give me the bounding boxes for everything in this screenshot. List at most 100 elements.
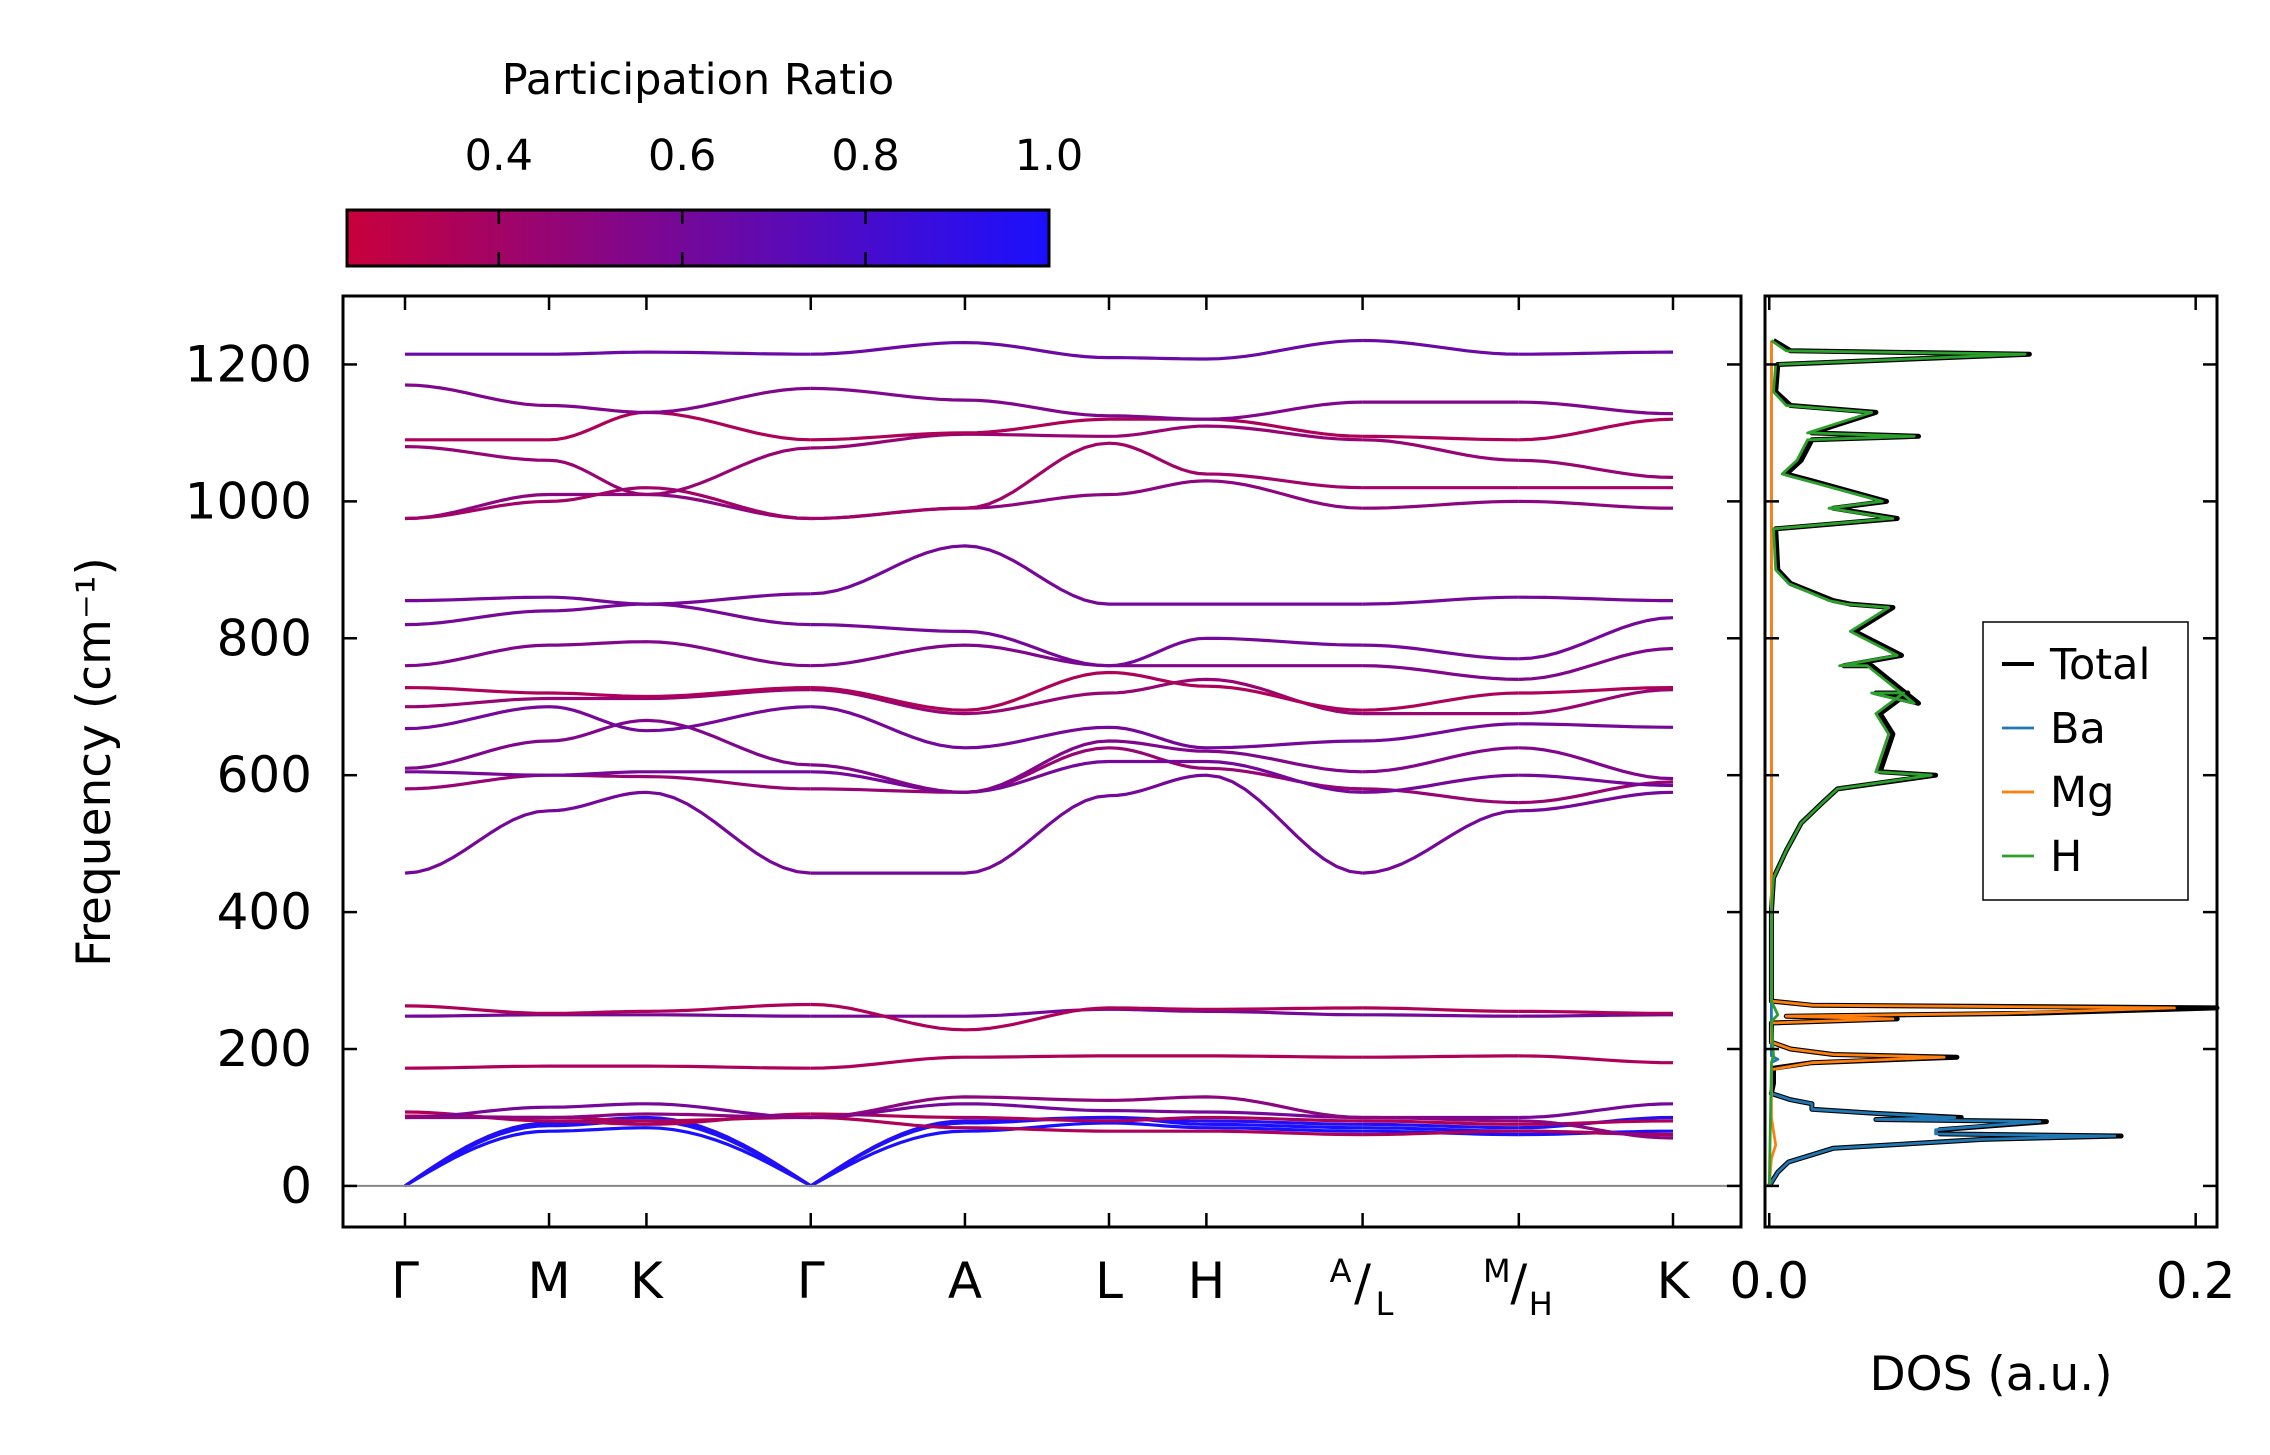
band-branch-22: [1362, 438, 1519, 462]
band-branch-10: [1362, 809, 1519, 875]
dos-x-tick-label: 0.0: [1729, 1252, 1809, 1310]
band-branch-23: [1518, 417, 1674, 442]
band-branch-19: [1518, 595, 1673, 603]
colorbar-tick-label: 0.8: [831, 131, 899, 181]
band-branch-15: [810, 677, 1363, 716]
colorbar-title: Participation Ratio: [502, 55, 895, 105]
band-branch-9: [1518, 1009, 1673, 1015]
dos-legend: Total Ba Mg H: [1982, 621, 2189, 901]
dos-x-tick-label: 0.2: [2156, 1252, 2236, 1310]
kpoint-label: L: [1095, 1252, 1123, 1310]
kpoint-label-slash: /: [1354, 1254, 1371, 1312]
kpoint-label: K: [1657, 1252, 1691, 1310]
legend-frame: [1982, 621, 2189, 901]
legend-label-ba: Ba: [2050, 704, 2106, 754]
band-branch-17: [1518, 646, 1674, 681]
y-tick-label: 1200: [185, 335, 312, 393]
band-branch-4: [810, 1115, 1363, 1137]
kpoint-label-top: A: [1330, 1252, 1352, 1290]
band-branch-18: [1362, 643, 1519, 661]
band-branch-2: [1362, 1122, 1519, 1130]
band-branch-12: [810, 759, 1363, 794]
band-branch-8: [1518, 1013, 1673, 1018]
band-branch-6: [810, 1095, 1363, 1120]
band-branch-24: [404, 383, 811, 414]
band-branch-6: [405, 1112, 811, 1120]
legend-label-h: H: [2050, 832, 2082, 882]
colorbar-tick-label: 0.6: [648, 131, 716, 181]
kpoint-label: Γ: [391, 1252, 419, 1310]
dos-plot-frame: [1763, 294, 2219, 1229]
band-branch-16: [810, 670, 1363, 712]
band-branch-21: [404, 486, 811, 521]
y-tick-label: 800: [217, 609, 312, 667]
band-branch-9: [810, 1002, 1363, 1032]
band-branch-0: [810, 1121, 1363, 1188]
band-branch-25: [1362, 338, 1519, 356]
band-branch-12: [1362, 773, 1519, 794]
band-branch-18: [404, 602, 811, 627]
band-branch-22: [810, 424, 1363, 450]
band-branch-7: [810, 1054, 1363, 1070]
legend-label-total: Total: [2049, 640, 2150, 690]
band-branch-0: [404, 1126, 812, 1188]
band-branch-24: [1518, 400, 1674, 416]
band-branch-9: [1362, 1006, 1519, 1013]
band-branch-11: [810, 746, 1363, 794]
band-branch-14: [404, 705, 811, 733]
band-branch-5: [810, 1102, 1363, 1120]
band-branch-12: [1518, 773, 1674, 788]
dos-series-mg: [1767, 340, 2176, 1187]
band-branch-18: [1518, 616, 1674, 661]
band-branch-22: [404, 445, 811, 497]
band-branch-13: [1518, 746, 1674, 781]
band-branch-10: [810, 773, 1363, 875]
kpoint-label-bottom: L: [1376, 1285, 1394, 1323]
band-branch-23: [405, 410, 811, 442]
band-branch-2: [809, 1115, 1363, 1188]
band-branch-20: [404, 492, 811, 521]
band-lines: [404, 338, 1674, 1188]
band-branch-13: [810, 739, 1363, 794]
band-branch-7: [404, 1064, 811, 1070]
legend-label-mg: Mg: [2050, 768, 2114, 818]
y-tick-label: 0: [280, 1157, 312, 1215]
kpoint-label: K: [630, 1252, 664, 1310]
colorbar-gradient: [345, 208, 1051, 268]
y-tick-label: 400: [217, 883, 312, 941]
band-branch-17: [1362, 664, 1519, 681]
kpoint-label: Γ: [797, 1252, 825, 1310]
band-branch-25: [405, 350, 811, 356]
band-branch-4: [1362, 1129, 1519, 1137]
y-tick-label: 200: [217, 1020, 312, 1078]
band-plot-frame: [341, 294, 1743, 1229]
band-branch-18: [810, 623, 1363, 668]
band-branch-3: [1518, 1119, 1674, 1126]
band-branch-23: [810, 417, 1363, 442]
band-branch-16: [1362, 691, 1519, 712]
band-branch-4: [1518, 1129, 1674, 1137]
band-branch-3: [810, 1112, 1363, 1123]
band-branch-14: [810, 705, 1363, 750]
band-branch-19: [405, 592, 811, 606]
band-branch-19: [810, 544, 1363, 606]
band-branch-13: [404, 718, 811, 770]
dos-axis-ticks: 0.0 0.2: [1729, 296, 2235, 1310]
band-branch-19: [1362, 595, 1519, 606]
band-branch-15: [1518, 688, 1674, 716]
kpoint-label: A: [948, 1252, 982, 1310]
band-branch-14: [1362, 722, 1519, 743]
band-branch-5: [1518, 1102, 1674, 1120]
band-branch-20: [1362, 499, 1519, 510]
y-axis-label: Frequency (cm⁻¹): [67, 557, 122, 967]
kpoint-label-slash: /: [1510, 1254, 1527, 1312]
band-branch-10: [404, 790, 811, 875]
band-branch-24: [810, 386, 1363, 421]
kpoint-label: M: [527, 1252, 570, 1310]
band-branch-5: [404, 1102, 811, 1120]
band-branch-8: [404, 1013, 811, 1018]
colorbar-tick-label: 1.0: [1015, 131, 1083, 181]
